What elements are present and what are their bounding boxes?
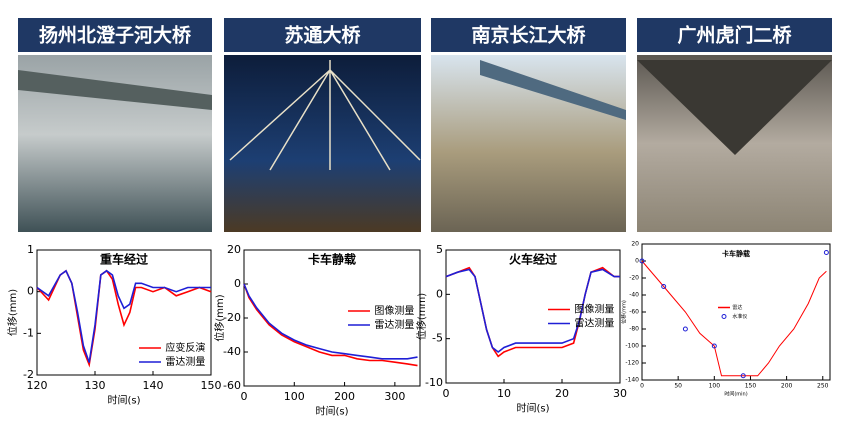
data-point <box>711 343 717 349</box>
legend-label: 图像测量 <box>374 304 414 317</box>
x-axis-label: 时间(s) <box>315 404 348 417</box>
x-tick-label: 10 <box>497 387 511 400</box>
x-tick-label: 250 <box>817 383 829 390</box>
header-box <box>224 18 421 52</box>
x-tick-label: 0 <box>241 390 248 403</box>
y-tick-label: -60 <box>223 379 241 392</box>
legend-label: 水准仪 <box>732 313 747 320</box>
y-tick-label: -40 <box>629 292 639 299</box>
legend-label: 雷达测量 <box>374 318 414 331</box>
y-tick-label: -60 <box>629 309 639 316</box>
x-tick-label: 0 <box>640 383 644 390</box>
x-tick-label: 20 <box>555 387 569 400</box>
header-box <box>18 18 212 52</box>
legend-label: 图像测量 <box>574 303 614 316</box>
y-tick-label: -20 <box>629 275 639 282</box>
bridge <box>229 60 421 171</box>
data-line <box>243 283 418 360</box>
x-axis-label: 时间(s) <box>107 393 140 406</box>
x-tick-label: 100 <box>284 390 305 403</box>
legend-label: 雷达测量 <box>574 317 614 330</box>
y-tick-label: 5 <box>436 243 443 256</box>
x-tick-label: 140 <box>143 379 164 392</box>
y-axis-label: 位移(mm) <box>415 293 428 340</box>
data-point <box>682 326 688 332</box>
plot-frame <box>445 249 621 384</box>
header-box <box>637 18 832 52</box>
y-tick-label: 0 <box>27 285 34 298</box>
plot-frame <box>36 249 212 376</box>
y-tick-label: -5 <box>432 332 443 345</box>
x-axis-label: 时间(min) <box>724 390 747 397</box>
bridge <box>637 60 832 155</box>
y-tick-label: 0 <box>436 287 443 300</box>
data-point <box>823 250 829 255</box>
y-axis-label: 位移(mm) <box>6 289 19 336</box>
x-tick-label: 200 <box>334 390 355 403</box>
y-tick-label: -100 <box>625 343 639 350</box>
x-tick-label: 100 <box>709 383 721 390</box>
y-tick-label: 1 <box>27 243 34 256</box>
data-line <box>36 269 211 363</box>
x-tick-label: 300 <box>384 390 405 403</box>
header-title: 苏通大桥 <box>284 24 361 47</box>
plot-frame <box>641 243 831 381</box>
y-tick-label: -1 <box>23 326 34 339</box>
bridge <box>480 60 626 120</box>
data-line <box>445 268 620 354</box>
y-tick-label: -140 <box>625 377 639 384</box>
chart-title: 卡车静载 <box>308 252 356 267</box>
bridge <box>18 70 212 110</box>
y-tick-label: 20 <box>631 241 639 248</box>
chart-title: 重车经过 <box>100 252 148 267</box>
x-tick-label: 130 <box>85 379 106 392</box>
data-line <box>641 260 827 377</box>
x-tick-label: 150 <box>745 383 757 390</box>
legend-label: 雷达 <box>732 304 742 311</box>
y-tick-label: 0 <box>635 258 639 265</box>
header-title: 扬州北澄子河大桥 <box>39 24 192 47</box>
y-tick-label: -120 <box>625 360 639 367</box>
header-title: 广州虎门二桥 <box>677 24 792 47</box>
x-tick-label: 50 <box>674 383 682 390</box>
y-tick-label: -10 <box>425 376 443 389</box>
y-tick-label: -2 <box>23 368 34 381</box>
legend-label: 应变反演 <box>165 341 205 354</box>
y-tick-label: 0 <box>234 277 241 290</box>
x-axis-label: 时间(s) <box>516 401 549 414</box>
legend-swatch <box>721 314 727 319</box>
y-tick-label: 20 <box>227 243 241 256</box>
header-title: 南京长江大桥 <box>471 24 586 47</box>
y-axis-label: 位移(mm) <box>621 300 628 324</box>
header-box <box>431 18 626 52</box>
y-tick-label: -40 <box>223 345 241 358</box>
photos <box>18 55 832 232</box>
data-point <box>661 284 667 289</box>
x-tick-label: 150 <box>201 379 222 392</box>
y-axis-label: 位移(mm) <box>213 294 226 341</box>
legend-label: 雷达测量 <box>165 355 205 368</box>
x-tick-label: 120 <box>27 379 48 392</box>
y-tick-label: -20 <box>223 311 241 324</box>
x-tick-label: 30 <box>613 387 627 400</box>
data-line <box>243 283 418 367</box>
plot-frame <box>243 249 421 387</box>
photo <box>224 55 421 232</box>
x-tick-label: 200 <box>781 383 793 390</box>
data-point <box>639 258 645 264</box>
chart-title: 卡车静载 <box>722 249 750 258</box>
chart-title: 火车经过 <box>509 252 557 267</box>
y-tick-label: -80 <box>629 326 639 333</box>
x-tick-label: 0 <box>443 387 450 400</box>
data-point <box>740 373 746 379</box>
